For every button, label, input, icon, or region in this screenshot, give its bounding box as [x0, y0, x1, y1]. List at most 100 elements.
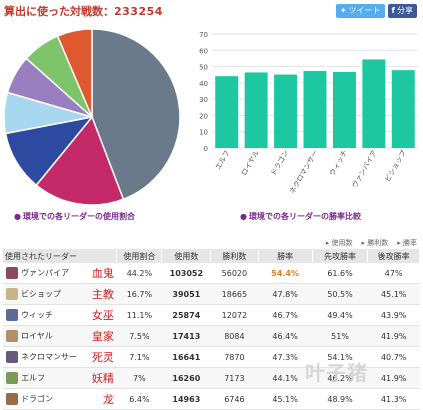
- leader-cell: ヴァンパイア 血鬼: [3, 263, 117, 284]
- first-cell: 51%: [312, 325, 368, 347]
- sort-legend: ▸ 使用数 ▸ 勝利数 ▸ 勝率: [326, 238, 417, 248]
- share-buttons: ✦ ツイート f 分享: [335, 4, 417, 18]
- table-row: エルフ 妖精 7% 16260 7173 44.1% 46.2% 41.9%: [3, 367, 420, 389]
- sort-wins-link[interactable]: ▸ 勝利数: [361, 239, 389, 247]
- wins-cell: 6746: [210, 388, 259, 410]
- leader-name: ロイヤル: [21, 331, 53, 341]
- count-cell: 17413: [161, 325, 211, 347]
- x-tick-label: ドラゴン: [269, 149, 291, 178]
- first-cell: 61.6%: [312, 263, 368, 284]
- y-tick-label: 50: [199, 64, 208, 72]
- first-cell: 54.1%: [312, 346, 368, 368]
- sort-usage-link[interactable]: ▸ 使用数: [325, 239, 353, 247]
- usage-cell: 44.2%: [116, 263, 162, 284]
- bar-0: [215, 76, 239, 148]
- leader-avatar: [6, 351, 18, 363]
- wins-cell: 18665: [210, 283, 259, 305]
- table-row: ドラゴン 龙 6.4% 14963 6746 45.1% 48.9% 41.3%: [3, 388, 420, 410]
- y-tick-label: 60: [199, 47, 208, 55]
- col-second[interactable]: 後攻勝率: [367, 249, 420, 263]
- map-pin-icon: ●: [240, 212, 247, 221]
- col-wins[interactable]: 勝利数: [210, 249, 259, 263]
- leader-cell: ドラゴン 龙: [3, 388, 117, 410]
- col-count[interactable]: 使用数: [161, 249, 212, 263]
- y-tick-label: 70: [199, 31, 208, 39]
- bar-1: [244, 72, 268, 148]
- second-cell: 43.9%: [367, 304, 420, 326]
- winrate-cell: 46.4%: [258, 325, 313, 347]
- y-tick-label: 10: [199, 129, 208, 137]
- leader-cell: エルフ 妖精: [3, 367, 117, 389]
- second-cell: 41.9%: [367, 325, 420, 347]
- leader-name: ドラゴン: [21, 394, 53, 404]
- wins-cell: 7173: [210, 367, 259, 389]
- leader-cn-label: 死灵: [91, 351, 114, 364]
- col-usage[interactable]: 使用割合: [116, 249, 163, 263]
- map-pin-icon: ●: [14, 212, 21, 221]
- bar-caption: ● 環境での各リーダーの勝率比較: [240, 211, 361, 222]
- second-cell: 45.1%: [367, 283, 420, 305]
- winrate-cell: 45.1%: [258, 388, 313, 410]
- y-tick-label: 20: [199, 112, 208, 120]
- count-cell: 39051: [161, 283, 211, 305]
- second-cell: 40.7%: [367, 346, 420, 368]
- count-cell: 25874: [161, 304, 211, 326]
- count-cell: 16260: [161, 367, 211, 389]
- share-label: 分享: [397, 6, 413, 15]
- leader-cn-label: 龙: [102, 393, 114, 406]
- usage-cell: 7%: [116, 367, 162, 389]
- wins-cell: 12072: [210, 304, 259, 326]
- leader-avatar: [6, 330, 18, 342]
- bar-4: [332, 71, 356, 148]
- leader-cn-label: 主教: [91, 288, 114, 301]
- leader-cell: ビショップ 主教: [3, 283, 117, 305]
- leader-cn-label: 血鬼: [91, 267, 114, 280]
- facebook-icon: f: [391, 6, 395, 15]
- count-cell: 103052: [161, 263, 211, 284]
- sort-winrate-link[interactable]: ▸ 勝率: [397, 239, 417, 247]
- x-tick-label: エルフ: [214, 149, 231, 171]
- leader-avatar: [6, 288, 18, 300]
- y-tick-label: 40: [199, 80, 208, 88]
- leader-cn-label: 女巫: [91, 309, 114, 322]
- usage-cell: 7.1%: [116, 346, 162, 368]
- leader-name: ビショップ: [21, 289, 61, 299]
- col-first[interactable]: 先攻勝率: [312, 249, 369, 263]
- usage-cell: 16.7%: [116, 283, 162, 305]
- table-row: ヴァンパイア 血鬼 44.2% 103052 56020 54.4% 61.6% 47%: [3, 263, 420, 284]
- pie-slice-0: [91, 28, 181, 201]
- x-tick-label: ヴァンパイア: [350, 149, 379, 190]
- winrate-cell: 47.8%: [258, 283, 313, 305]
- x-tick-label: ビショップ: [383, 149, 408, 184]
- pie-slice-6: [56, 28, 93, 118]
- bar-5: [362, 59, 386, 148]
- first-cell: 49.4%: [312, 304, 368, 326]
- col-winrate[interactable]: 勝率: [258, 249, 313, 263]
- share-button[interactable]: f 分享: [387, 4, 417, 18]
- table-row: ビショップ 主教 16.7% 39051 18665 47.8% 50.5% 45.1%: [3, 283, 420, 305]
- y-tick-label: 0: [204, 145, 208, 153]
- usage-cell: 7.5%: [116, 325, 162, 347]
- leader-name: ウィッチ: [21, 310, 53, 320]
- second-cell: 47%: [367, 263, 420, 284]
- leader-cell: ネクロマンサー 死灵: [3, 346, 117, 368]
- leader-cell: ウィッチ 女巫: [3, 304, 117, 326]
- leader-stats-table: 使用されたリーダー 使用割合 使用数 勝利数 勝率 先攻勝率 後攻勝率 ヴァンパ…: [3, 249, 420, 410]
- leader-avatar: [6, 267, 18, 279]
- x-tick-label: ネクロマンサー: [288, 149, 319, 195]
- tweet-label: ツイート: [348, 6, 381, 15]
- title-label: 算出に使った対戦数：: [4, 5, 114, 18]
- x-tick-label: ウィッチ: [328, 149, 349, 177]
- winrate-cell: 46.7%: [258, 304, 313, 326]
- tweet-button[interactable]: ✦ ツイート: [335, 4, 385, 18]
- bar-3: [303, 70, 327, 148]
- leader-avatar: [6, 372, 18, 384]
- title-count: 233254: [114, 5, 163, 18]
- bar-6: [391, 70, 415, 148]
- watermark-logo: 叶子猪: [305, 361, 368, 385]
- col-leader[interactable]: 使用されたリーダー: [3, 249, 118, 263]
- winrate-cell: 44.1%: [258, 367, 313, 389]
- second-cell: 41.9%: [367, 367, 420, 389]
- table-row: ロイヤル 皇家 7.5% 17413 8084 46.4% 51% 41.9%: [3, 325, 420, 347]
